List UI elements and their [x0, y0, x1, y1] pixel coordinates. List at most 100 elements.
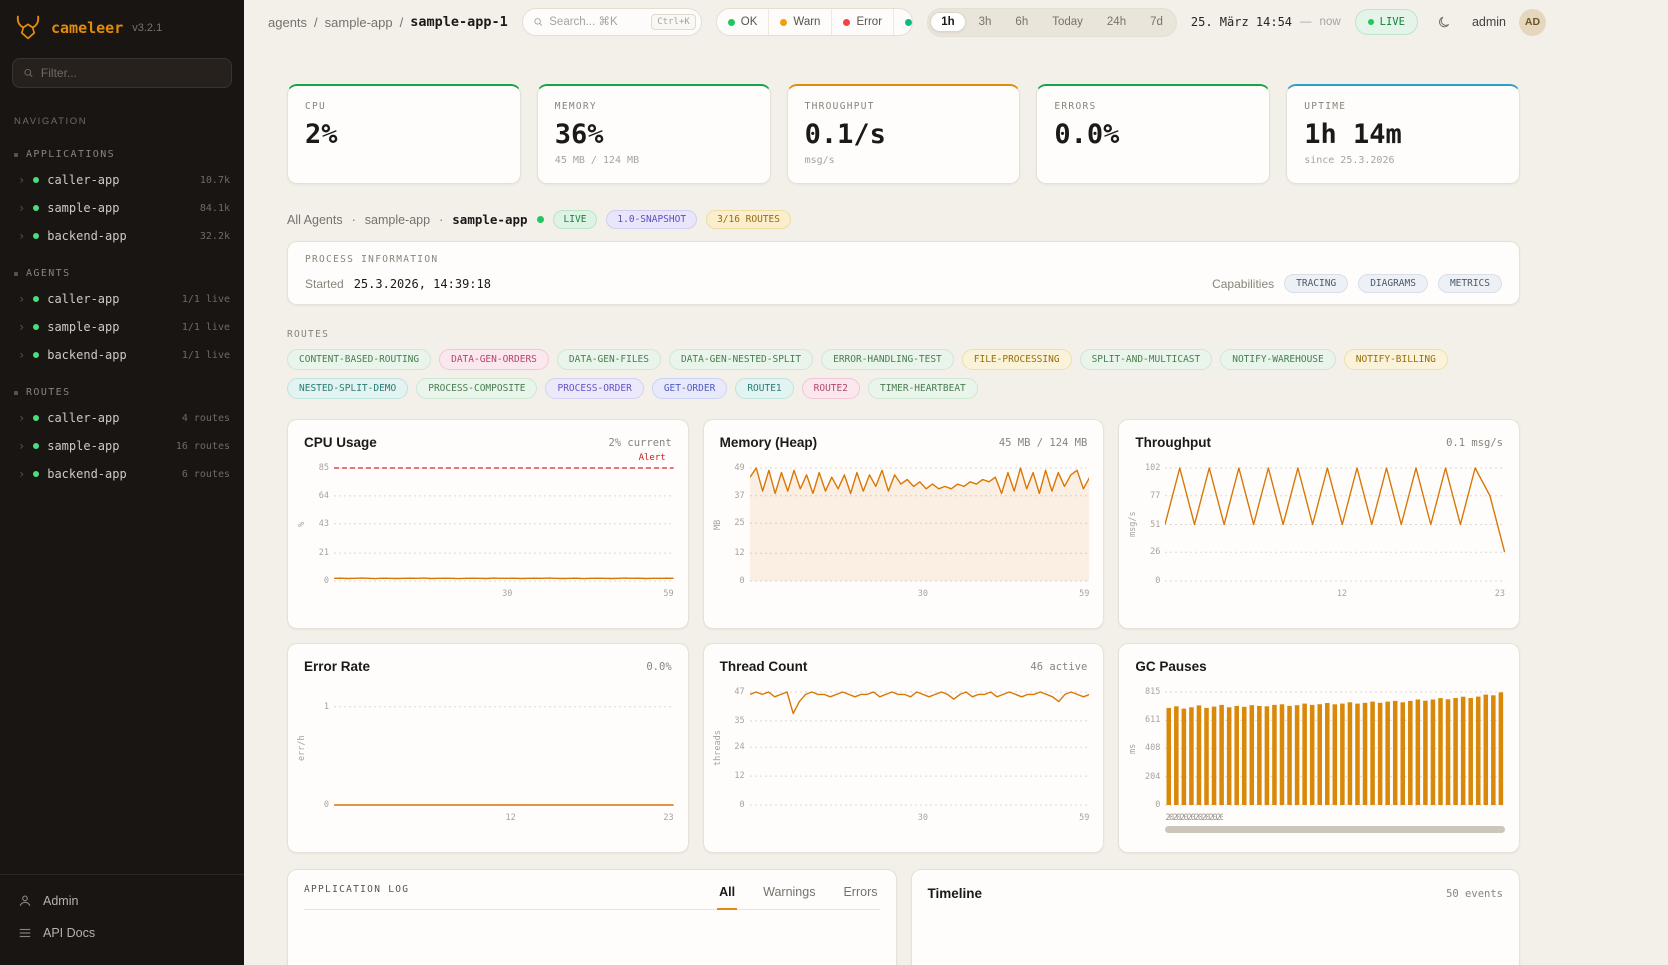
status-dot — [33, 471, 40, 477]
filter-input[interactable] — [40, 66, 221, 80]
chart-title: Thread Count — [719, 659, 808, 674]
tab-warnings[interactable]: Warnings — [763, 885, 816, 899]
time-window-display[interactable]: 25. März 14:54 — now — [1191, 15, 1341, 29]
navigation-label: NAVIGATION — [14, 116, 88, 127]
panel-title: APPLICATION LOG — [304, 884, 410, 895]
avatar[interactable]: AD — [1519, 8, 1546, 36]
current-agent-label: sample-app — [452, 212, 528, 227]
chart-title: CPU Usage — [304, 435, 377, 450]
chart-current-value: 2% current — [608, 436, 672, 449]
route-pill-error-handling-test[interactable]: ERROR-HANDLING-TEST — [821, 349, 954, 370]
route-pill-route1[interactable]: ROUTE1 — [735, 378, 794, 399]
route-pill-data-gen-orders[interactable]: DATA-GEN-ORDERS — [439, 349, 549, 370]
sidebar-item-caller-app[interactable]: › caller-app 10.7k — [18, 173, 230, 187]
filter-chip-ok[interactable]: OK — [717, 9, 770, 35]
route-pill-process-composite[interactable]: PROCESS-COMPOSITE — [416, 378, 538, 399]
y-axis-label: err/h — [297, 735, 307, 762]
sidebar-item-caller-app-agent[interactable]: › caller-app 1/1 live — [18, 292, 230, 306]
application-log-panel: APPLICATION LOG All Warnings Errors — [287, 869, 897, 965]
sidebar-item-backend-app-routes[interactable]: › backend-app 6 routes — [18, 467, 230, 481]
y-axis-label: % — [297, 521, 307, 528]
route-pill-nested-split-demo[interactable]: NESTED-SPLIT-DEMO — [287, 378, 409, 399]
route-pill-route2[interactable]: ROUTE2 — [801, 378, 860, 399]
tab-errors[interactable]: Errors — [843, 885, 878, 899]
routes-title: ROUTES — [287, 329, 330, 340]
route-pill-notify-warehouse[interactable]: NOTIFY-WAREHOUSE — [1220, 349, 1336, 370]
plot-area: 12 23 — [1165, 462, 1505, 601]
breadcrumb-agents[interactable]: agents — [268, 14, 308, 30]
ok-status-dot — [727, 18, 735, 26]
sidebar-item-backend-app[interactable]: › backend-app 32.2k — [18, 229, 230, 243]
breadcrumb-sample-app[interactable]: sample-app — [324, 14, 393, 30]
y-axis-label: MB — [712, 519, 723, 530]
sidebar-item-sample-app-routes[interactable]: › sample-app 16 routes — [18, 439, 230, 453]
route-pills: CONTENT-BASED-ROUTING DATA-GEN-ORDERS DA… — [287, 349, 1520, 399]
stat-value: 36% — [554, 119, 604, 150]
route-pill-process-order[interactable]: PROCESS-ORDER — [545, 378, 644, 399]
search-shortcut-badge: Ctrl+K — [651, 14, 696, 30]
started-value: 25.3.2026, 14:39:18 — [353, 276, 491, 291]
sidebar-item-sample-app[interactable]: › sample-app 84.1k — [18, 201, 230, 215]
route-pill-timer-heartbeat[interactable]: TIMER-HEARTBEAT — [867, 378, 978, 399]
alert-threshold-label: Alert — [638, 453, 666, 463]
filter-chip-warn[interactable]: Warn — [769, 9, 833, 35]
chart-title: GC Pauses — [1135, 659, 1207, 674]
global-search[interactable]: Ctrl+K — [521, 8, 702, 36]
section-title[interactable]: AGENTS — [0, 262, 244, 285]
item-count: 6 routes — [181, 468, 230, 480]
sample-app-link[interactable]: sample-app — [364, 212, 431, 227]
section-title[interactable]: APPLICATIONS — [0, 143, 244, 166]
stat-card-cpu: CPU 2% — [287, 84, 521, 184]
app-logo[interactable]: cameleer v3.2.1 — [0, 0, 244, 50]
time-range-1h[interactable]: 1h — [930, 12, 966, 32]
stat-card-memory: MEMORY 36% 45 MB / 124 MB — [536, 84, 771, 184]
route-pill-data-gen-nested-split[interactable]: DATA-GEN-NESTED-SPLIT — [668, 349, 814, 370]
topbar-right: LIVE admin AD — [1354, 8, 1546, 36]
section-routes: ROUTES › caller-app 4 routes › sample-app 16… — [0, 381, 244, 488]
date-label: 25. März 14:54 — [1190, 15, 1293, 29]
plot-area: Alert 30 59 — [334, 453, 674, 601]
route-pill-split-and-multicast[interactable]: SPLIT-AND-MULTICAST — [1079, 349, 1213, 370]
sidebar-filter[interactable] — [12, 58, 232, 88]
sidebar-item-api-docs[interactable]: API Docs — [0, 917, 244, 949]
tab-all[interactable]: All — [717, 885, 738, 910]
y-axis-label: ms — [1128, 743, 1139, 754]
agent-breadcrumb-bar: All Agents · sample-app · sample-app LIV… — [287, 210, 1520, 229]
time-range-6h[interactable]: 6h — [1015, 16, 1029, 28]
route-pill-notify-billing[interactable]: NOTIFY-BILLING — [1343, 349, 1448, 370]
sidebar-item-admin[interactable]: Admin — [0, 885, 244, 917]
sidebar-item-backend-app-agent[interactable]: › backend-app 1/1 live — [18, 348, 230, 362]
moon-icon — [1439, 16, 1450, 27]
time-range-today[interactable]: Today — [1052, 16, 1083, 28]
plot-area: 2020202020202020 — [1165, 686, 1505, 833]
route-pill-file-processing[interactable]: FILE-PROCESSING — [961, 349, 1072, 370]
chart-card-throughput: Throughput 0.1 msg/s msg/s 102 77 51 26 0 12 2… — [1118, 419, 1520, 629]
time-range-24h[interactable]: 24h — [1106, 16, 1127, 28]
dash: — — [1300, 16, 1312, 28]
section-title[interactable]: ROUTES — [0, 381, 244, 404]
route-pill-content-based-routing[interactable]: CONTENT-BASED-ROUTING — [287, 349, 432, 370]
status-dot — [33, 177, 40, 183]
time-range-7d[interactable]: 7d — [1150, 16, 1163, 28]
filter-chip-error[interactable]: Error — [832, 9, 895, 35]
capabilities-label: Capabilities — [1212, 276, 1275, 291]
sidebar-item-sample-app-agent[interactable]: › sample-app 1/1 live — [18, 320, 230, 334]
sidebar-item-caller-app-routes[interactable]: › caller-app 4 routes — [18, 411, 230, 425]
log-tabs: All Warnings Errors — [717, 885, 879, 910]
chart-scrollbar[interactable] — [1165, 826, 1505, 833]
time-range-3h[interactable]: 3h — [978, 16, 992, 28]
y-axis-ticks: 49 37 25 12 0 — [734, 463, 745, 586]
stat-sub: msg/s — [804, 155, 835, 166]
live-badge[interactable]: LIVE — [1354, 9, 1418, 35]
stat-value: 1h 14m — [1304, 119, 1402, 150]
events-count: 50 events — [1446, 887, 1503, 900]
filter-chip-running[interactable]: Running — [894, 9, 913, 35]
route-pill-get-order[interactable]: GET-ORDER — [651, 378, 728, 399]
y-axis-label: msg/s — [1128, 511, 1139, 538]
chart-card-memory-heap: Memory (Heap) 45 MB / 124 MB MB 49 37 25 12… — [702, 419, 1105, 629]
chevron-right-icon: › — [18, 439, 26, 453]
search-input[interactable] — [549, 16, 646, 28]
all-agents-link[interactable]: All Agents — [287, 212, 343, 227]
route-pill-data-gen-files[interactable]: DATA-GEN-FILES — [556, 349, 661, 370]
dark-mode-toggle[interactable] — [1431, 8, 1459, 36]
